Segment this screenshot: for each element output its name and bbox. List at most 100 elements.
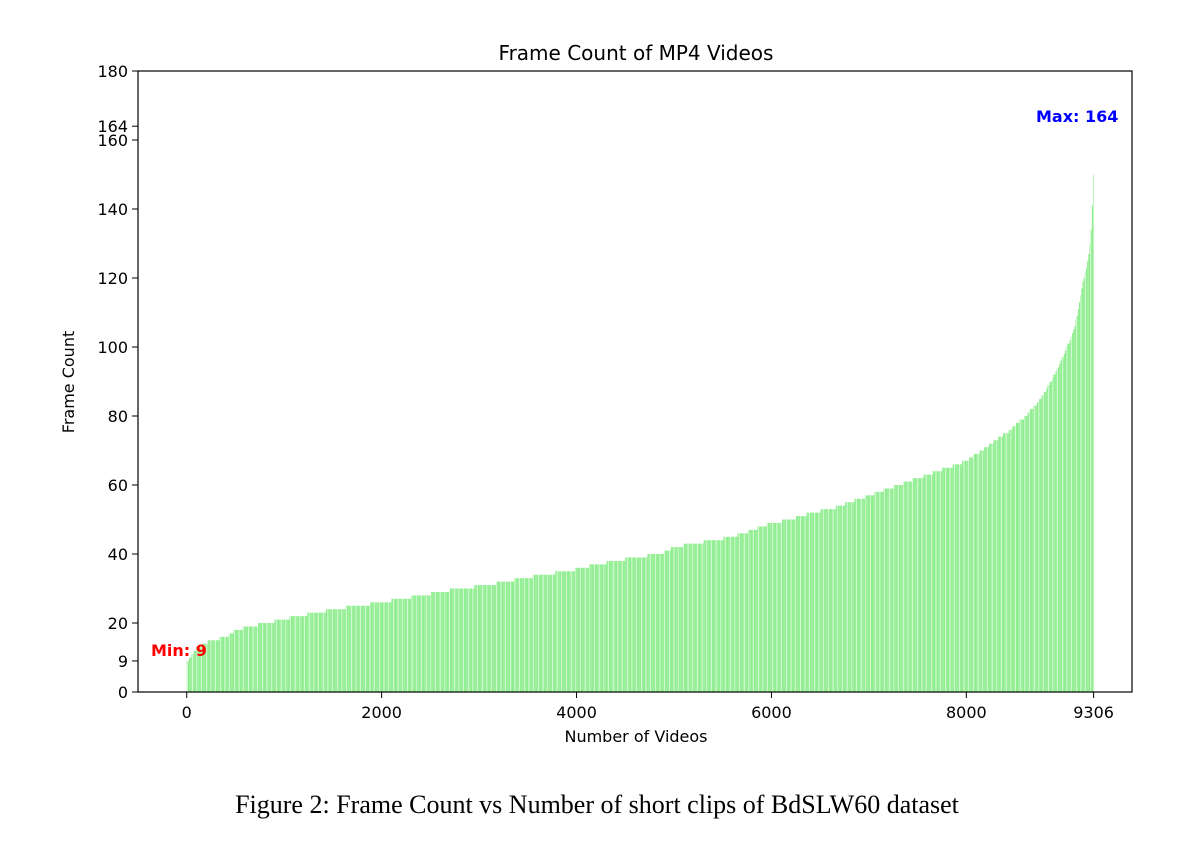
bar xyxy=(841,505,843,692)
bar xyxy=(469,588,471,692)
bar xyxy=(806,512,808,692)
bar xyxy=(310,612,312,692)
bar xyxy=(472,588,473,692)
bar xyxy=(686,543,688,692)
bar xyxy=(887,488,889,692)
bar xyxy=(827,509,829,692)
bar xyxy=(746,533,749,692)
bar xyxy=(346,605,349,692)
bar xyxy=(428,595,430,692)
bar xyxy=(924,474,926,692)
bar xyxy=(507,581,509,692)
bar xyxy=(510,581,512,692)
bar xyxy=(862,498,864,692)
bar xyxy=(956,464,958,692)
bar xyxy=(548,574,550,692)
bar xyxy=(633,557,635,692)
bar xyxy=(1075,319,1077,692)
bar xyxy=(360,605,363,692)
bar xyxy=(301,616,303,692)
bar xyxy=(935,471,936,692)
bar xyxy=(1047,384,1048,692)
bar xyxy=(467,588,468,692)
bar xyxy=(1042,395,1044,692)
bar xyxy=(309,612,311,692)
bar xyxy=(398,598,400,692)
bar xyxy=(891,488,894,692)
bar xyxy=(957,464,959,692)
bar xyxy=(452,588,454,692)
bar xyxy=(193,650,195,692)
bar xyxy=(295,616,297,692)
bar xyxy=(553,574,556,692)
bar xyxy=(721,540,723,692)
bar xyxy=(1062,357,1064,692)
bar xyxy=(917,478,919,692)
bar xyxy=(688,543,690,692)
bar xyxy=(199,647,201,692)
bar xyxy=(976,453,978,692)
bar xyxy=(287,619,289,692)
bar xyxy=(466,588,468,692)
bar xyxy=(836,505,838,692)
bar xyxy=(266,623,267,692)
bar xyxy=(1074,326,1076,692)
bar xyxy=(563,571,565,692)
bar xyxy=(680,547,682,692)
bar xyxy=(610,560,612,692)
bar xyxy=(438,591,440,692)
bar xyxy=(592,564,594,692)
bar xyxy=(759,526,761,692)
bar xyxy=(206,643,208,692)
bar xyxy=(190,657,192,692)
bar xyxy=(436,591,439,692)
bar xyxy=(344,609,346,692)
x-axis-label: Number of Videos xyxy=(564,727,707,746)
bar xyxy=(389,602,391,692)
bar xyxy=(818,512,819,692)
bar xyxy=(265,623,267,692)
bar xyxy=(1001,436,1003,692)
bar xyxy=(1009,429,1011,692)
x-tick-label: 9306 xyxy=(1073,703,1114,722)
bar xyxy=(357,605,359,692)
bar xyxy=(817,512,819,692)
bar xyxy=(834,509,836,692)
bar xyxy=(1056,367,1058,692)
y-axis-label: Frame Count xyxy=(59,331,78,433)
bar xyxy=(800,516,802,692)
bar xyxy=(611,560,613,692)
bar xyxy=(901,485,903,692)
bar xyxy=(600,564,602,692)
bar xyxy=(636,557,639,692)
bar xyxy=(473,588,475,692)
bar xyxy=(424,595,426,692)
bar xyxy=(596,564,598,692)
bar xyxy=(534,574,536,692)
bar xyxy=(604,564,606,692)
bar xyxy=(752,529,754,692)
bar xyxy=(672,547,674,692)
bar xyxy=(698,543,701,692)
bar xyxy=(776,522,777,692)
bar xyxy=(951,467,953,692)
bar xyxy=(320,612,322,692)
bar xyxy=(1088,253,1090,692)
bar xyxy=(642,557,644,692)
bar xyxy=(864,495,866,692)
bar xyxy=(1027,412,1029,692)
bar xyxy=(197,647,199,692)
bar xyxy=(384,602,386,692)
bar xyxy=(487,585,489,692)
bar xyxy=(477,585,480,692)
bar xyxy=(690,543,692,692)
bar xyxy=(915,478,917,692)
bar xyxy=(983,450,985,692)
bar xyxy=(718,540,720,692)
bar xyxy=(417,595,419,692)
bar xyxy=(930,474,932,692)
y-tick-label: 60 xyxy=(108,476,128,495)
bar xyxy=(363,605,365,692)
bar xyxy=(501,581,503,692)
bar xyxy=(762,526,763,692)
